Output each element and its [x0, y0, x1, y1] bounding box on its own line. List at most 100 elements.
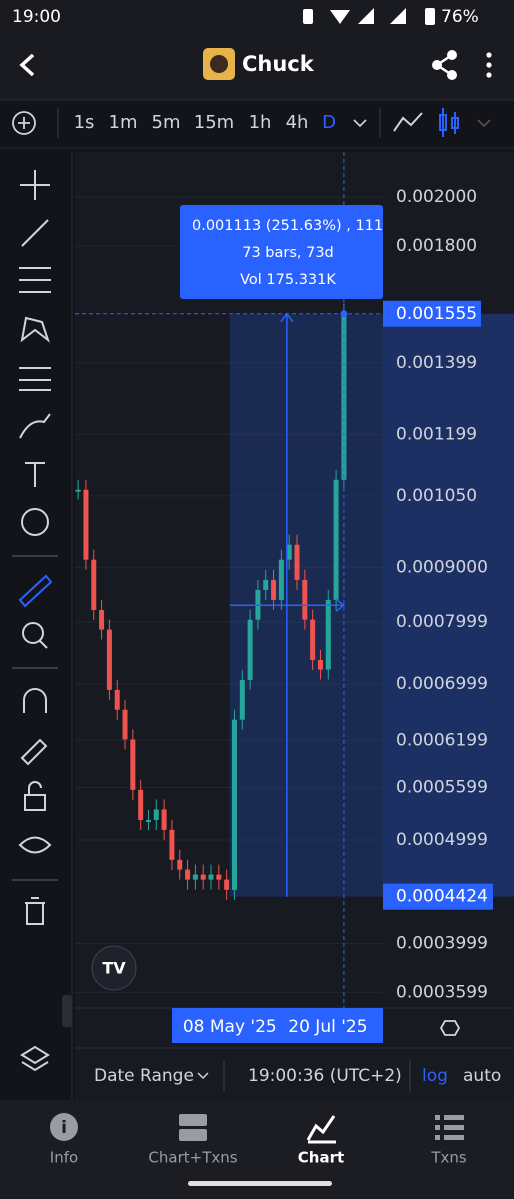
- candle: [325, 599, 331, 670]
- measure-info: 0.001113 (251.63%) , 1113 73 bars, 73d Vol…: [192, 218, 392, 288]
- brush-tool[interactable]: [19, 413, 51, 439]
- timeframe-option[interactable]: 5m: [152, 112, 181, 133]
- timeframe-option[interactable]: D: [322, 112, 336, 133]
- candle: [145, 819, 151, 822]
- toolbar-collapse[interactable]: [62, 995, 72, 1027]
- candle: [114, 689, 120, 710]
- candle: [177, 859, 183, 870]
- timeframe-option[interactable]: 15m: [194, 112, 234, 133]
- layers-button[interactable]: [20, 1045, 50, 1072]
- candle: [231, 719, 237, 890]
- date-range[interactable]: Date Range: [94, 1066, 194, 1086]
- price-label-bg: [383, 300, 481, 327]
- visibility-tool[interactable]: [18, 836, 52, 854]
- ruler-tool[interactable]: [18, 574, 53, 608]
- measure-point: [340, 310, 348, 318]
- tradingview-logo: [91, 945, 137, 991]
- candle: [271, 579, 277, 600]
- measure-info-box: [180, 205, 383, 299]
- y-tick-label: 0.001800: [396, 236, 477, 256]
- candle: [153, 809, 159, 820]
- y-tick-label: 0.0009000: [396, 557, 488, 577]
- candle: [286, 544, 292, 560]
- candle: [99, 609, 105, 630]
- timeframe-option[interactable]: 1m: [109, 112, 138, 133]
- delete-tool[interactable]: [25, 897, 45, 925]
- candle: [294, 544, 300, 580]
- date-label: 20 Jul '25: [288, 1017, 367, 1037]
- y-tick-label: 0.0005599: [396, 777, 488, 797]
- candle-style-button[interactable]: [439, 108, 459, 137]
- y-tick-label: 0.0006999: [396, 674, 488, 694]
- trendline-tool[interactable]: [21, 219, 49, 247]
- y-tick-label: 0.0006199: [396, 730, 488, 750]
- add-indicator[interactable]: [12, 111, 36, 135]
- nav-label[interactable]: Chart+Txns: [148, 1149, 237, 1167]
- add-indicator-plus: [18, 117, 30, 129]
- date-label-bg: [172, 1008, 383, 1043]
- info-icon-glyph: i: [61, 1118, 67, 1138]
- candle: [317, 660, 323, 670]
- emoji-tool[interactable]: [21, 508, 49, 536]
- share-button[interactable]: [432, 50, 457, 80]
- y-tick-label: 0.0003999: [396, 934, 488, 954]
- nav-label[interactable]: Chart: [298, 1149, 344, 1167]
- drawing-toolbar: [12, 170, 58, 1072]
- measure-range-axis: [383, 313, 514, 897]
- price-label: 0.001555: [396, 304, 477, 324]
- text-tool[interactable]: [25, 462, 45, 487]
- zoom-tool[interactable]: [22, 622, 44, 644]
- y-tick-label: 0.001050: [396, 486, 477, 506]
- back-button[interactable]: [19, 53, 35, 77]
- candle: [208, 874, 214, 880]
- date-label: 08 May '25: [183, 1017, 277, 1037]
- timeframe-option[interactable]: 4h: [286, 112, 309, 133]
- candle: [247, 619, 253, 680]
- timeframe-option[interactable]: 1s: [74, 112, 95, 133]
- candle: [310, 619, 316, 661]
- status-icons: [303, 8, 435, 25]
- magnet-tool[interactable]: [23, 688, 47, 713]
- line-style-button[interactable]: [393, 112, 423, 132]
- top-bar: [0, 0, 514, 100]
- y-tick-label: 0.0004999: [396, 830, 488, 850]
- auto-toggle[interactable]: auto: [463, 1066, 501, 1086]
- y-tick-label: 0.0007999: [396, 612, 488, 632]
- battery: 76%: [441, 7, 479, 27]
- timeframe-option[interactable]: 1h: [249, 112, 272, 133]
- candle: [75, 489, 81, 492]
- price-label-bg: [383, 883, 493, 910]
- candle: [333, 479, 339, 600]
- token-title: Chuck: [242, 52, 315, 76]
- nav-label[interactable]: Txns: [430, 1149, 467, 1167]
- home-indicator: [188, 1181, 332, 1186]
- candle: [216, 874, 222, 880]
- candle: [185, 869, 191, 880]
- axis-settings[interactable]: [439, 1020, 461, 1036]
- unlock-tool[interactable]: [24, 794, 46, 811]
- chart-icon: [306, 1115, 336, 1144]
- projection-tool[interactable]: [19, 367, 51, 391]
- crosshair-tool[interactable]: [20, 170, 50, 200]
- candle: [169, 829, 175, 860]
- timeframe-dropdown[interactable]: [353, 119, 367, 128]
- candle: [263, 579, 269, 591]
- measure-info-line: 0.001113 (251.63%) , 1113: [192, 218, 392, 234]
- pattern-tool[interactable]: [20, 316, 50, 343]
- candle: [239, 679, 245, 720]
- nav-label[interactable]: Info: [50, 1149, 78, 1167]
- candle: [122, 709, 128, 740]
- tradingview-logo-mark: TV: [102, 959, 126, 978]
- lock-drawing[interactable]: [20, 738, 48, 766]
- candle: [341, 313, 347, 480]
- measure-info-line: 73 bars, 73d: [242, 245, 334, 261]
- y-tick-label: 0.0003599: [396, 982, 488, 1002]
- status-time: 19:00: [12, 7, 61, 27]
- candle: [106, 629, 112, 690]
- menu-button[interactable]: [486, 52, 492, 78]
- fib-tool[interactable]: [19, 267, 51, 293]
- style-dropdown[interactable]: [477, 119, 491, 128]
- log-toggle[interactable]: log: [422, 1066, 448, 1086]
- y-tick-label: 0.001199: [396, 424, 477, 444]
